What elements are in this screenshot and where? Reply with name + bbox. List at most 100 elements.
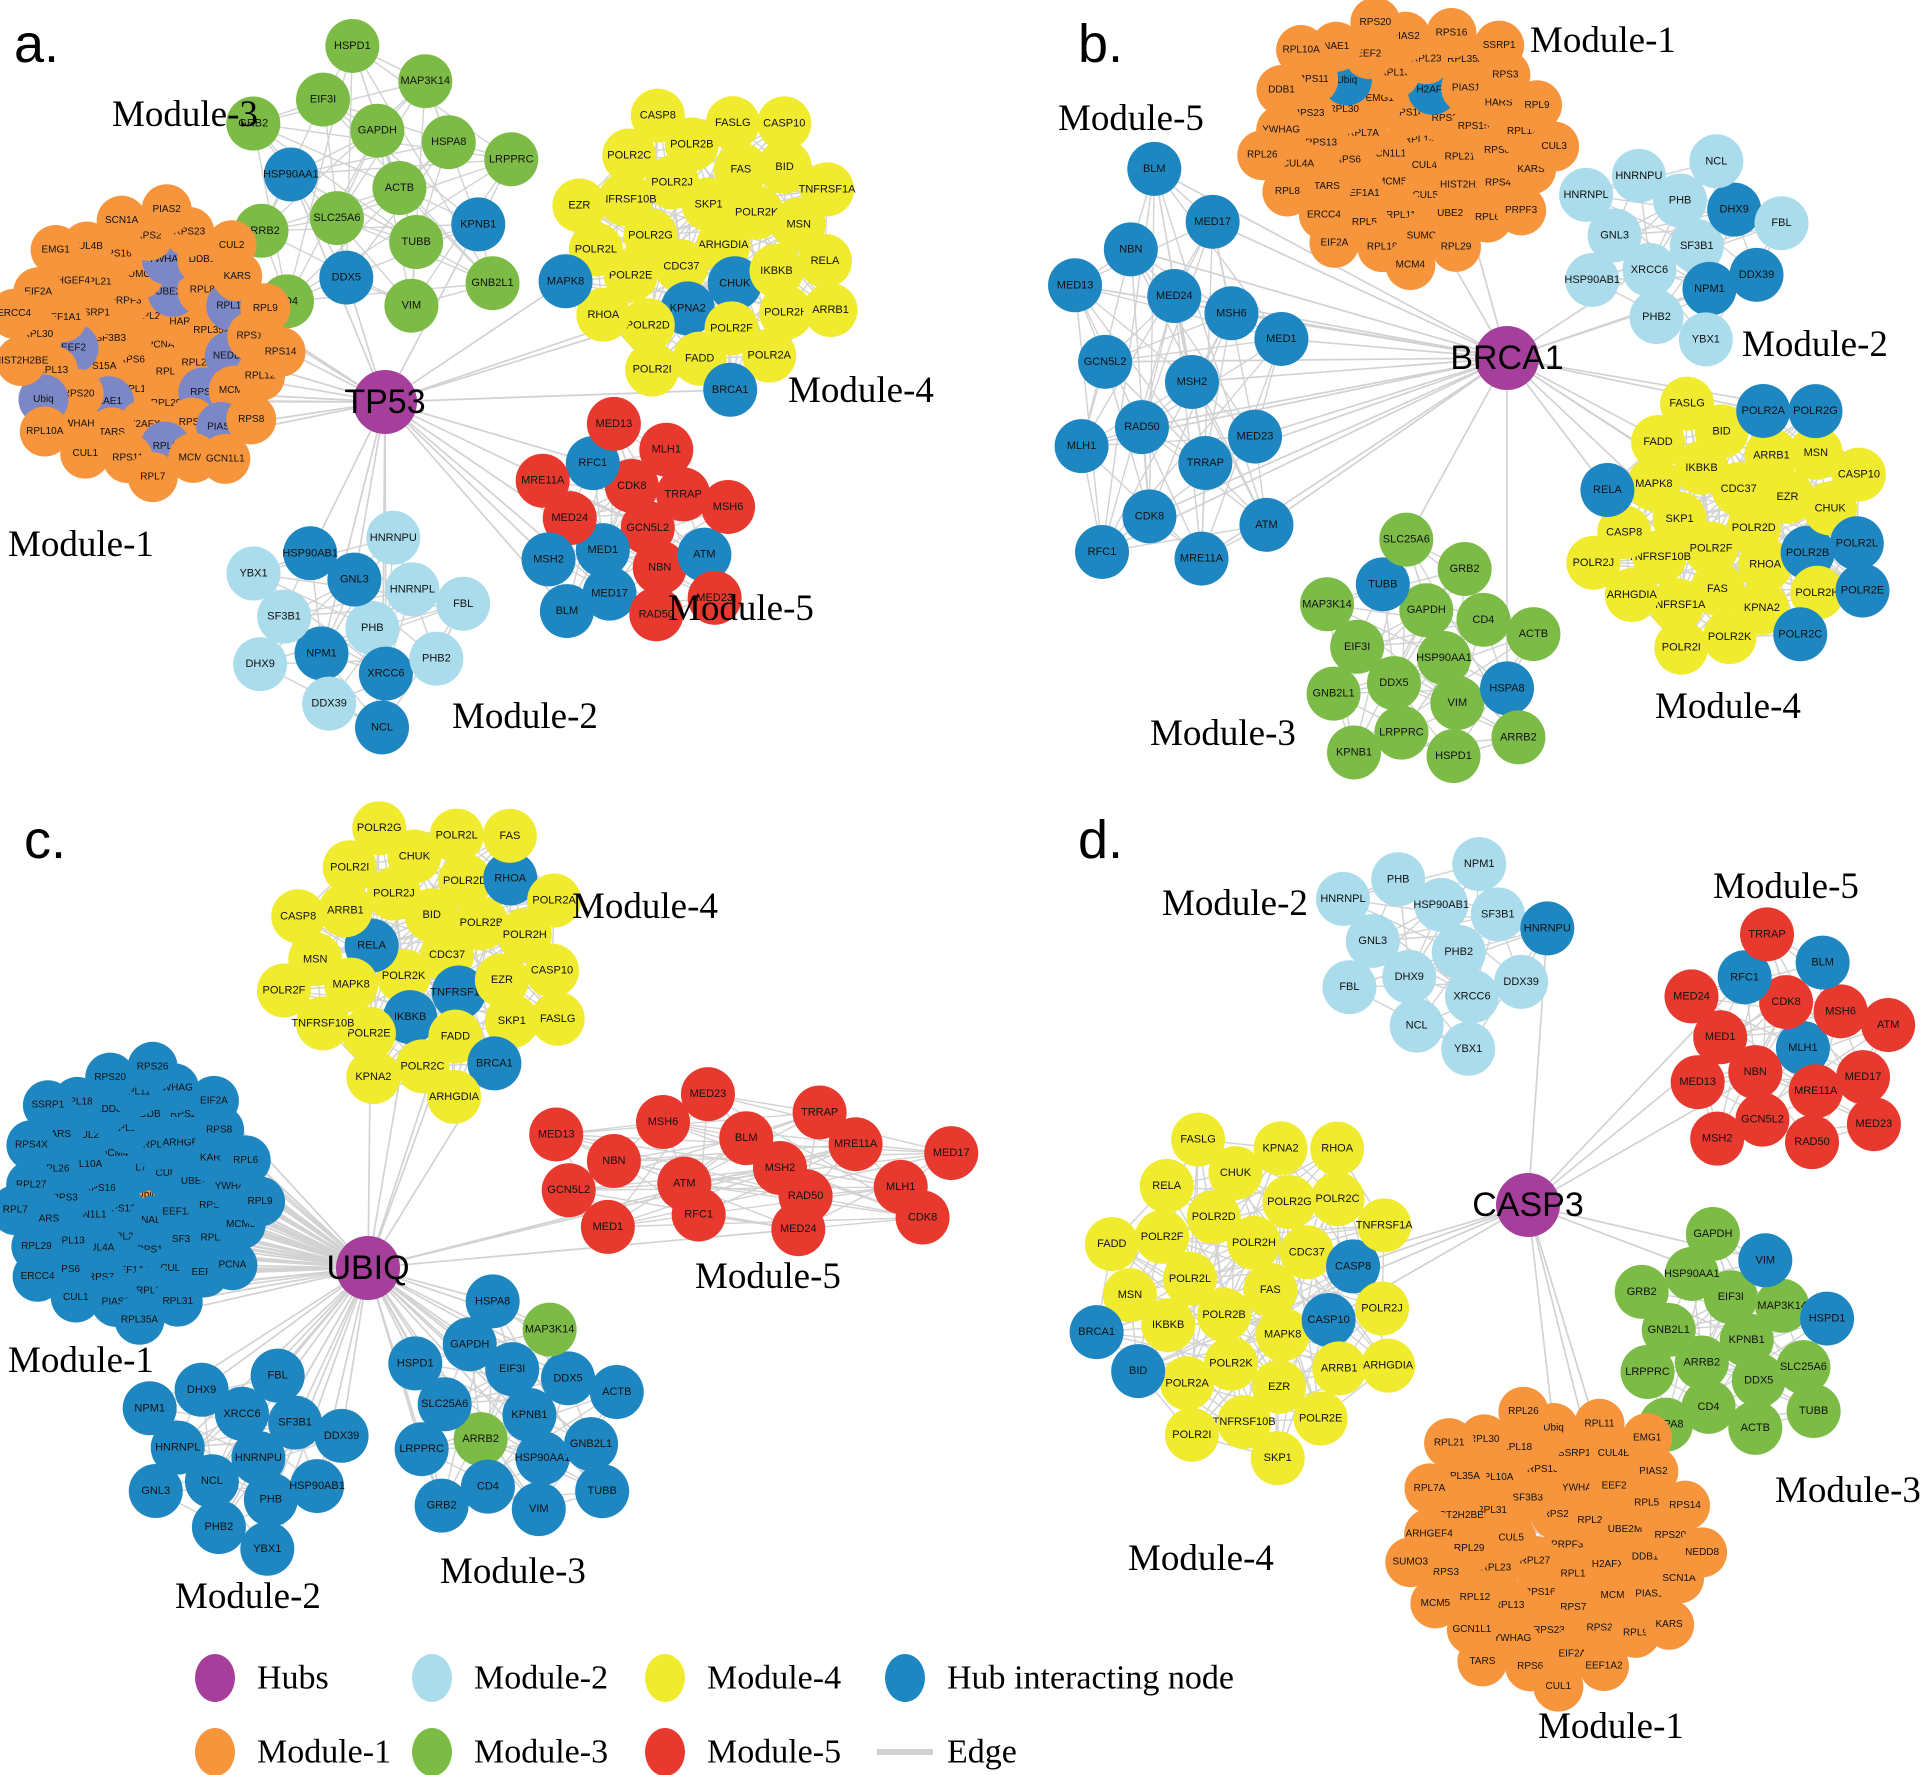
node-GNL3[interactable]: GNL3 — [128, 1464, 183, 1519]
node-POLR2J[interactable]: POLR2J — [1566, 535, 1621, 590]
node-HSPD1[interactable]: HSPD1 — [388, 1336, 443, 1391]
node-EIF3I[interactable]: EIF3I — [296, 72, 351, 127]
node-KPNA2[interactable]: KPNA2 — [346, 1050, 401, 1105]
node-MED23[interactable]: MED23 — [687, 570, 742, 625]
node-NPM1[interactable]: NPM1 — [122, 1381, 177, 1436]
node-POLR2I[interactable]: POLR2I — [322, 840, 377, 895]
node-DHX9[interactable]: DHX9 — [1382, 949, 1437, 1004]
node-MRE11A[interactable]: MRE11A — [1174, 531, 1229, 586]
node-HSP90AA1[interactable]: HSP90AA1 — [515, 1431, 571, 1486]
node-YBX1[interactable]: YBX1 — [226, 546, 281, 601]
node-SKP1[interactable]: SKP1 — [484, 994, 539, 1049]
node-MED24[interactable]: MED24 — [1664, 969, 1719, 1024]
node-EIF2A[interactable]: EIF2A — [1309, 217, 1360, 268]
node-YBX1[interactable]: YBX1 — [1678, 312, 1733, 367]
node-ATM[interactable]: ATM — [1239, 497, 1294, 552]
node-MAP3K14[interactable]: MAP3K14 — [522, 1302, 577, 1357]
node-RPL9[interactable]: RPL9 — [235, 1176, 286, 1227]
node-SLC25A6[interactable]: SLC25A6 — [417, 1377, 472, 1432]
node-ERCC4[interactable]: ERCC4 — [12, 1251, 63, 1302]
node-MED13[interactable]: MED13 — [586, 396, 641, 451]
node-HSPD1[interactable]: HSPD1 — [325, 18, 380, 73]
node-MED24[interactable]: MED24 — [771, 1202, 826, 1257]
node-TUBB[interactable]: TUBB — [575, 1464, 630, 1519]
node-BLM[interactable]: BLM — [1127, 141, 1182, 196]
node-BRCA1[interactable]: BRCA1 — [703, 362, 758, 417]
node-RPL35A[interactable]: RPL35A — [114, 1294, 165, 1345]
node-MAPK8[interactable]: MAPK8 — [1255, 1307, 1310, 1362]
node-NPM1[interactable]: NPM1 — [1452, 837, 1507, 892]
node-POLR2D[interactable]: POLR2D — [1186, 1190, 1241, 1245]
node-HIST2H2BE[interactable]: HIST2H2BE — [0, 336, 49, 387]
node-HSP90AA1[interactable]: HSP90AA1 — [1664, 1246, 1720, 1301]
node-RHOA[interactable]: RHOA — [1738, 537, 1793, 592]
node-ACTB[interactable]: ACTB — [1728, 1400, 1783, 1455]
node-POLR2A[interactable]: POLR2A — [1736, 383, 1791, 438]
node-POLR2A[interactable]: POLR2A — [527, 873, 582, 928]
node-VIM[interactable]: VIM — [511, 1482, 566, 1537]
node-NCL[interactable]: NCL — [1389, 998, 1444, 1053]
node-MRE11A[interactable]: MRE11A — [828, 1117, 883, 1172]
node-CHUK[interactable]: CHUK — [1208, 1146, 1263, 1201]
node-FASLG[interactable]: FASLG — [1660, 376, 1715, 431]
node-PHB2[interactable]: PHB2 — [1629, 290, 1684, 345]
node-GNB2L1[interactable]: GNB2L1 — [1306, 666, 1361, 721]
node-CASP10[interactable]: CASP10 — [524, 943, 579, 998]
node-RPS20[interactable]: RPS20 — [85, 1052, 136, 1103]
node-RPS16[interactable]: RPS16 — [1426, 8, 1477, 59]
node-ARRB1[interactable]: ARRB1 — [1744, 428, 1799, 483]
node-GAPDH[interactable]: GAPDH — [1399, 583, 1454, 638]
node-GAPDH[interactable]: GAPDH — [1685, 1206, 1740, 1261]
node-XRCC6[interactable]: XRCC6 — [358, 646, 413, 701]
node-HSP90AB1[interactable]: HSP90AB1 — [289, 1459, 345, 1514]
node-RPL8[interactable]: RPL8 — [1262, 166, 1313, 217]
node-RHOA[interactable]: RHOA — [576, 287, 631, 342]
node-MED23[interactable]: MED23 — [1846, 1097, 1901, 1152]
node-MAPK8[interactable]: MAPK8 — [1626, 457, 1681, 512]
node-RHOA[interactable]: RHOA — [1310, 1121, 1365, 1176]
node-HNRNPU[interactable]: HNRNPU — [1520, 901, 1575, 956]
node-CDC37[interactable]: CDC37 — [1279, 1225, 1334, 1280]
node-TNFRSF10B[interactable]: TNFRSF10B — [291, 996, 354, 1051]
node-KARS[interactable]: KARS — [1644, 1599, 1695, 1650]
node-DDX39[interactable]: DDX39 — [1494, 954, 1549, 1009]
node-XRCC6[interactable]: XRCC6 — [1444, 969, 1499, 1024]
node-POLR2I[interactable]: POLR2I — [1654, 620, 1709, 675]
node-LRPPRC[interactable]: LRPPRC — [484, 132, 539, 187]
node-GNL3[interactable]: GNL3 — [1345, 913, 1400, 968]
node-PHB2[interactable]: PHB2 — [1431, 925, 1486, 979]
node-POLR2K[interactable]: POLR2K — [729, 185, 784, 240]
node-TNFRSF1A[interactable]: TNFRSF1A — [430, 965, 488, 1020]
node-CUL1[interactable]: CUL1 — [60, 428, 111, 479]
node-POLR2I[interactable]: POLR2I — [625, 342, 680, 397]
node-ATM[interactable]: ATM — [677, 527, 732, 582]
node-POLR2B[interactable]: POLR2B — [454, 896, 509, 951]
node-ERCC4[interactable]: ERCC4 — [0, 288, 40, 339]
node-FASLG[interactable]: FASLG — [1171, 1112, 1226, 1167]
node-LRPPRC[interactable]: LRPPRC — [1620, 1344, 1675, 1399]
node-POLR2C[interactable]: POLR2C — [1773, 607, 1828, 662]
node-GCN5L2[interactable]: GCN5L2 — [1078, 334, 1133, 389]
node-HNRNPL[interactable]: HNRNPL — [150, 1420, 205, 1475]
node-RPS14[interactable]: RPS14 — [1660, 1480, 1711, 1531]
node-HSP90AB1[interactable]: HSP90AB1 — [1564, 252, 1620, 307]
node-PHB[interactable]: PHB — [1653, 173, 1708, 228]
node-RPL9[interactable]: RPL9 — [240, 283, 291, 334]
node-MED24[interactable]: MED24 — [1147, 269, 1202, 324]
node-DDX39[interactable]: DDX39 — [1729, 247, 1784, 302]
node-FASLG[interactable]: FASLG — [530, 991, 585, 1046]
node-POLR2L[interactable]: POLR2L — [429, 808, 484, 863]
node-POLR2E[interactable]: POLR2E — [1293, 1391, 1348, 1446]
node-GNB2L1[interactable]: GNB2L1 — [564, 1417, 619, 1472]
node-RPL21[interactable]: RPL21 — [1424, 1418, 1475, 1469]
node-GNL3[interactable]: GNL3 — [327, 552, 382, 607]
node-MSH6[interactable]: MSH6 — [635, 1095, 690, 1150]
node-MRE11A[interactable]: MRE11A — [1788, 1064, 1843, 1119]
node-VIM[interactable]: VIM — [384, 278, 439, 333]
node-RPS8[interactable]: RPS8 — [226, 394, 277, 445]
node-SSRP1[interactable]: SSRP1 — [1474, 20, 1525, 71]
node-HNRNPL[interactable]: HNRNPL — [385, 562, 440, 617]
node-MSH6[interactable]: MSH6 — [1204, 286, 1259, 341]
node-ATM[interactable]: ATM — [1861, 998, 1916, 1053]
node-DHX9[interactable]: DHX9 — [174, 1362, 229, 1417]
